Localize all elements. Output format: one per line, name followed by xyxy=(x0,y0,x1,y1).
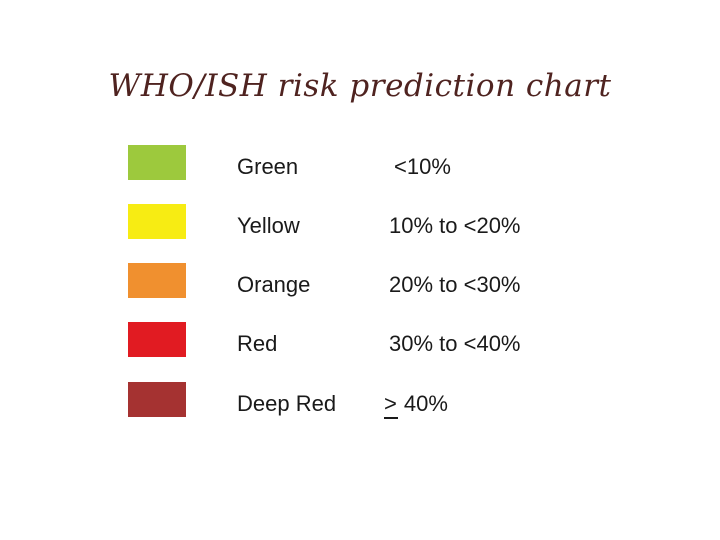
deep-red-color-swatch xyxy=(128,382,186,417)
color-name-label: Green xyxy=(237,154,299,179)
legend-row-orange: Orange 20% to <30% xyxy=(0,263,720,298)
risk-range-value: 40% xyxy=(403,391,448,416)
red-color-swatch xyxy=(128,322,186,357)
risk-range-label: 30% to <40% xyxy=(389,331,521,356)
orange-color-swatch xyxy=(128,263,186,298)
risk-range-label: 20% to <30% xyxy=(389,272,521,297)
page-title: WHO/ISH risk prediction chart xyxy=(108,68,612,104)
legend-row-green: Green <10% xyxy=(0,145,720,180)
legend-row-red: Red 30% to <40% xyxy=(0,322,720,357)
color-name-label: Yellow xyxy=(237,213,300,238)
risk-range-label: <10% xyxy=(394,154,451,179)
risk-range-label: >40% xyxy=(384,386,448,421)
greater-equal-symbol: > xyxy=(384,391,398,419)
color-name-label: Deep Red xyxy=(237,391,337,416)
legend-row-deep-red: Deep Red >40% xyxy=(0,382,720,419)
risk-range-label: 10% to <20% xyxy=(389,213,521,238)
color-name-label: Orange xyxy=(237,272,311,297)
yellow-color-swatch xyxy=(128,204,186,239)
color-name-label: Red xyxy=(237,331,278,356)
legend-row-yellow: Yellow 10% to <20% xyxy=(0,204,720,239)
green-color-swatch xyxy=(128,145,186,180)
